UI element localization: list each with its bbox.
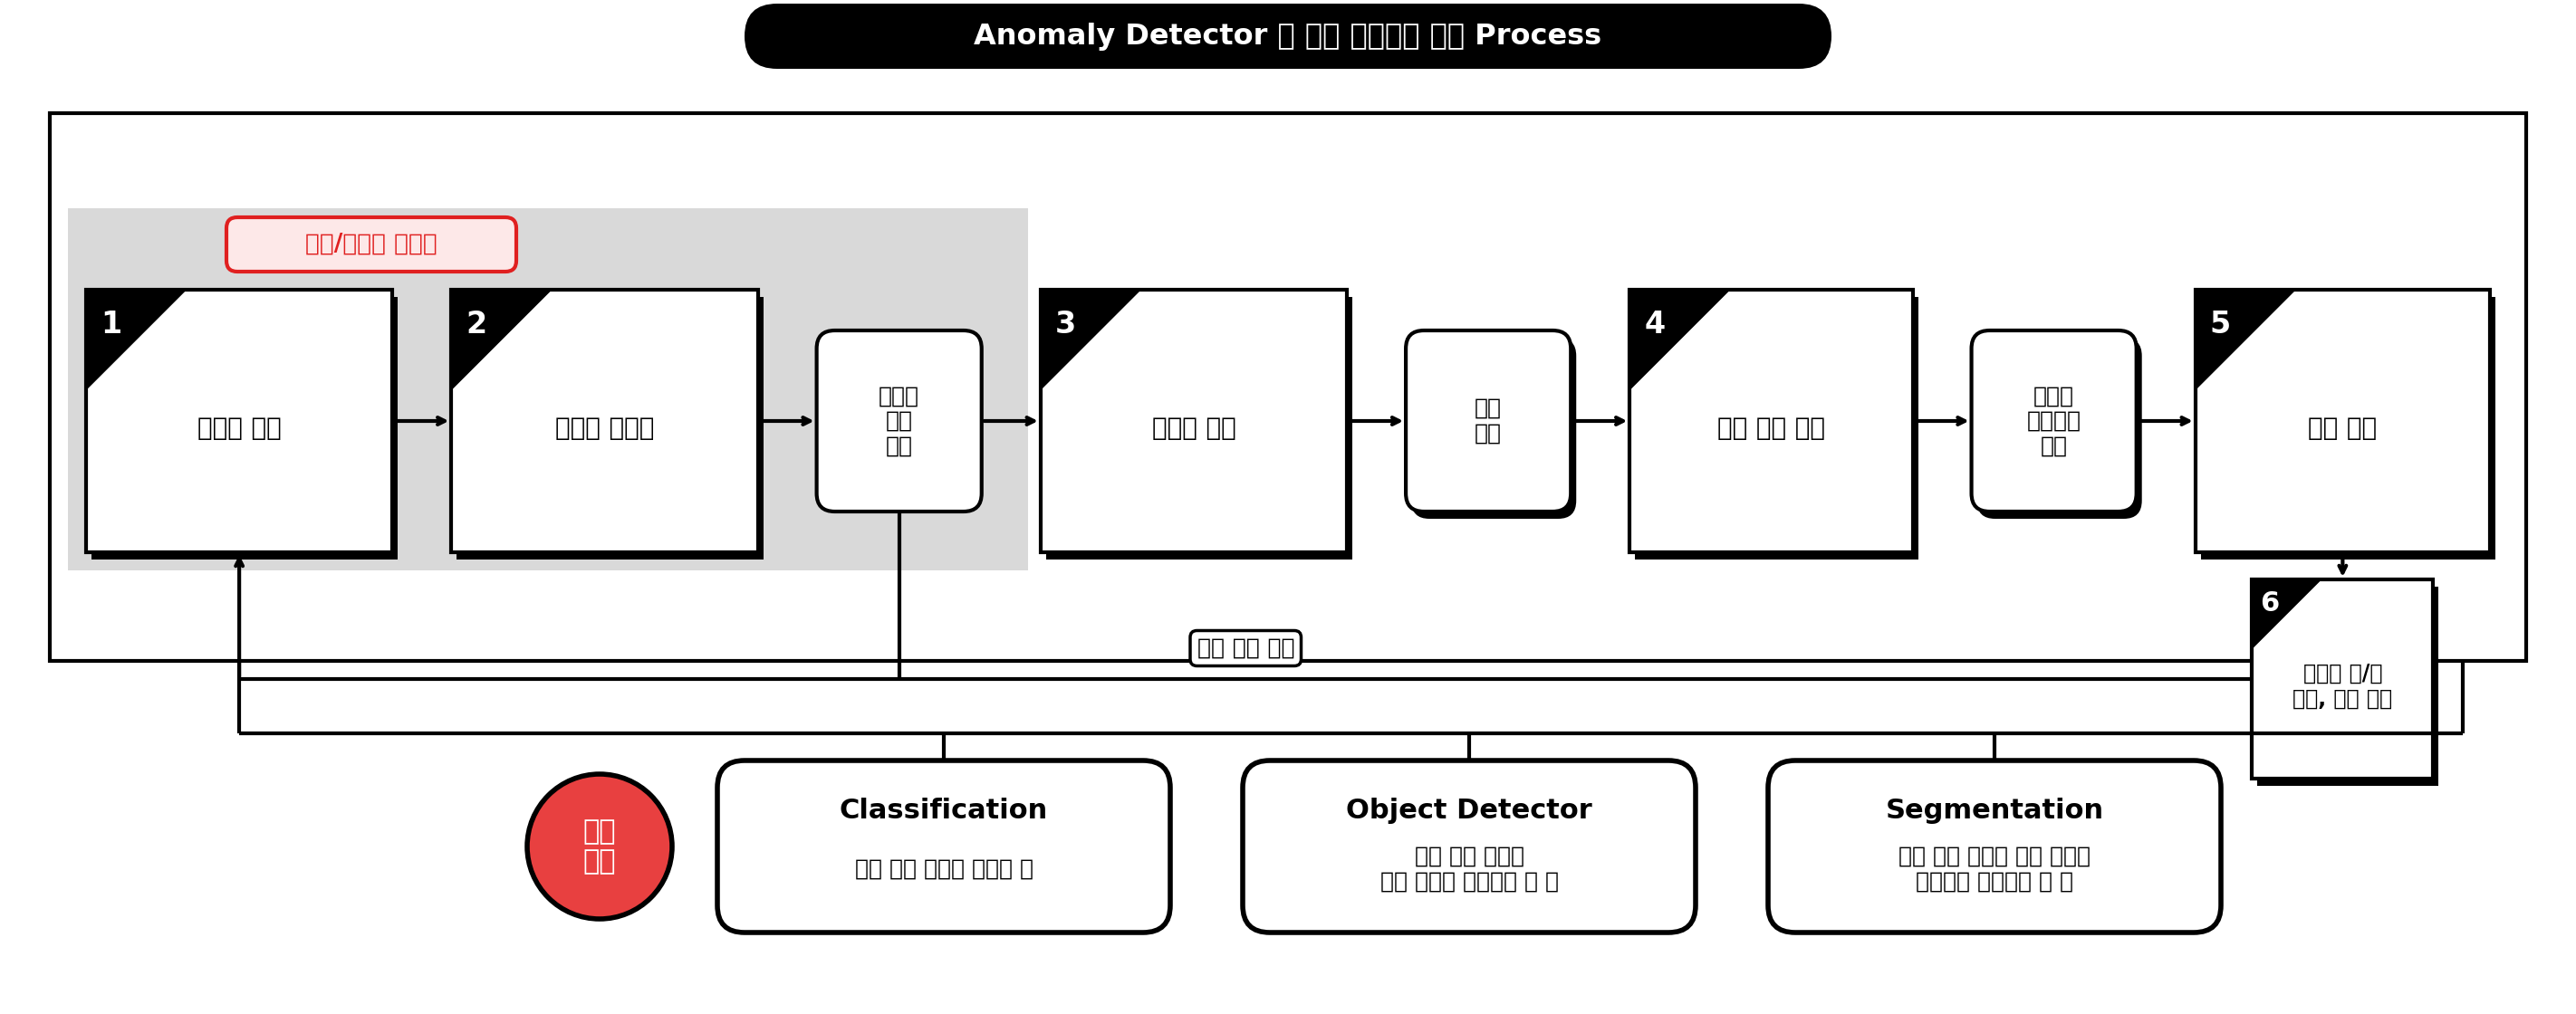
FancyBboxPatch shape — [716, 760, 1170, 933]
Text: Anomaly Detector 외 기본 모델들의 실행 Process: Anomaly Detector 외 기본 모델들의 실행 Process — [974, 22, 1602, 51]
FancyBboxPatch shape — [1971, 331, 2136, 511]
FancyBboxPatch shape — [2200, 297, 2496, 560]
FancyBboxPatch shape — [1976, 338, 2141, 519]
FancyBboxPatch shape — [817, 331, 981, 511]
FancyBboxPatch shape — [822, 338, 987, 519]
FancyBboxPatch shape — [1412, 338, 1577, 519]
FancyBboxPatch shape — [1406, 331, 1571, 511]
FancyBboxPatch shape — [1767, 760, 2221, 933]
Text: 모델
생성: 모델 생성 — [1473, 397, 1502, 444]
Polygon shape — [85, 290, 185, 389]
Text: 단일 개체 구분이 필요할 때: 단일 개체 구분이 필요할 때 — [855, 858, 1033, 880]
FancyBboxPatch shape — [1046, 297, 1352, 560]
Text: 1: 1 — [100, 309, 121, 340]
FancyBboxPatch shape — [1041, 290, 1347, 553]
Text: 3: 3 — [1056, 309, 1077, 340]
Text: Segmentation: Segmentation — [1886, 797, 2105, 823]
Text: 5: 5 — [2210, 309, 2231, 340]
Text: 4: 4 — [1643, 309, 1664, 340]
FancyBboxPatch shape — [744, 4, 1832, 69]
Text: 데이터 학습: 데이터 학습 — [1151, 416, 1236, 441]
Text: 데이터 라벨링: 데이터 라벨링 — [554, 416, 654, 441]
Text: 두개 이상 개체를 픽셀 단위로
분석하여 구분해야 할 때: 두개 이상 개체를 픽셀 단위로 분석하여 구분해야 할 때 — [1899, 846, 2092, 892]
FancyBboxPatch shape — [85, 290, 392, 553]
Polygon shape — [1041, 290, 1141, 389]
FancyBboxPatch shape — [93, 297, 397, 560]
Text: 실시간 양/불
판정, 불량 알람: 실시간 양/불 판정, 불량 알람 — [2293, 663, 2393, 710]
FancyBboxPatch shape — [1636, 297, 1919, 560]
Text: 데이터 수집: 데이터 수집 — [198, 416, 281, 441]
Polygon shape — [451, 290, 551, 389]
Circle shape — [528, 774, 672, 919]
Text: Classification: Classification — [840, 797, 1048, 823]
Text: 정상/비정상 데이터: 정상/비정상 데이터 — [307, 232, 438, 257]
Text: 모델 성능 평가: 모델 성능 평가 — [1718, 416, 1824, 441]
FancyBboxPatch shape — [451, 290, 757, 553]
Polygon shape — [2195, 290, 2295, 389]
Text: Object Detector: Object Detector — [1347, 797, 1592, 823]
FancyBboxPatch shape — [67, 208, 1028, 571]
Text: 사용자
맞춤설정
추가: 사용자 맞춤설정 추가 — [2027, 385, 2081, 457]
FancyBboxPatch shape — [2257, 587, 2439, 786]
Text: 추천
모델: 추천 모델 — [582, 818, 616, 875]
FancyBboxPatch shape — [227, 217, 515, 272]
Text: 2: 2 — [466, 309, 487, 340]
Polygon shape — [2251, 579, 2321, 648]
Text: 베이직
모델
선택: 베이직 모델 선택 — [878, 385, 920, 457]
FancyBboxPatch shape — [2251, 579, 2434, 779]
FancyBboxPatch shape — [1631, 290, 1911, 553]
Text: 모델 배포: 모델 배포 — [2308, 416, 2378, 441]
Text: 6: 6 — [2259, 590, 2280, 617]
FancyBboxPatch shape — [1242, 760, 1695, 933]
Text: 판정 결과 전송: 판정 결과 전송 — [1198, 638, 1293, 659]
FancyBboxPatch shape — [456, 297, 762, 560]
FancyBboxPatch shape — [2195, 290, 2491, 553]
Polygon shape — [1631, 290, 1728, 389]
Bar — [49, 114, 2527, 661]
Text: 두개 이상 개체를
박스 형태로 구분해야 할 때: 두개 이상 개체를 박스 형태로 구분해야 할 때 — [1381, 846, 1558, 892]
